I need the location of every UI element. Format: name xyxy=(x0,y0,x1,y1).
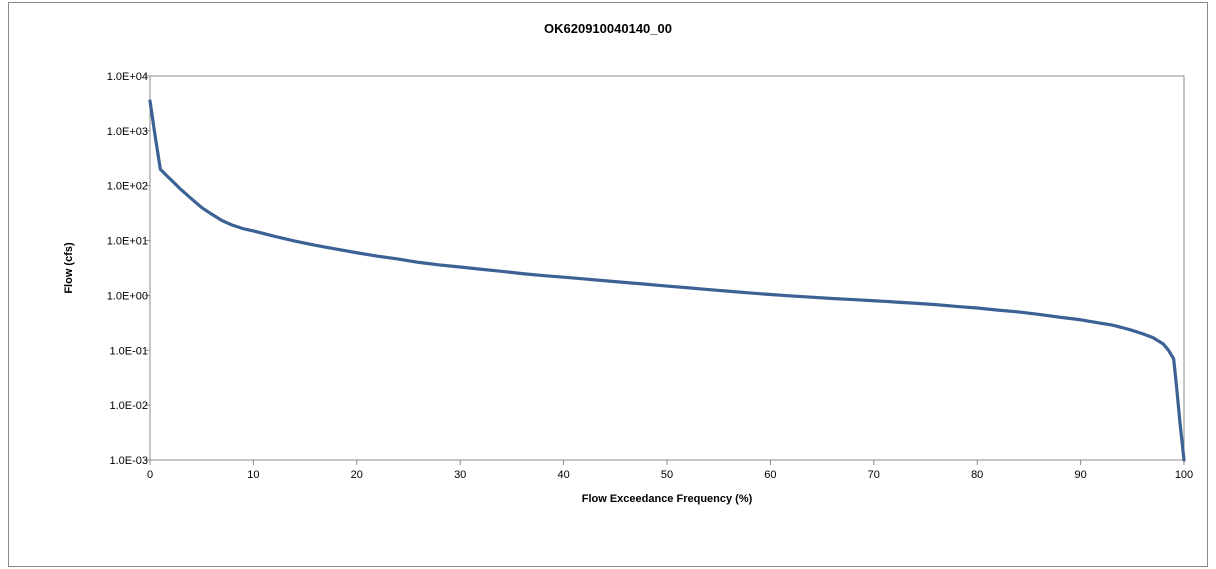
y-tick-label: 1.0E+00 xyxy=(107,290,148,302)
x-tick-label: 0 xyxy=(147,469,153,481)
x-tick-label: 70 xyxy=(868,469,880,481)
x-tick-label: 60 xyxy=(764,469,776,481)
x-tick-label: 100 xyxy=(1175,469,1193,481)
chart-title: OK620910040140_00 xyxy=(544,21,672,36)
y-tick-label: 1.0E+01 xyxy=(107,236,148,248)
y-tick-label: 1.0E-02 xyxy=(109,400,148,412)
x-tick-label: 50 xyxy=(661,469,673,481)
y-tick-label: 1.0E-01 xyxy=(109,345,148,357)
x-tick-label: 20 xyxy=(351,469,363,481)
y-tick-label: 1.0E-03 xyxy=(109,455,148,467)
x-tick-label: 40 xyxy=(557,469,569,481)
x-tick-label: 90 xyxy=(1074,469,1086,481)
axis-tick-labels: 1.0E-03 1.0E-02 1.0E-01 1.0E+00 1.0E+01 1.0E+… xyxy=(107,71,1193,481)
x-tick-label: 30 xyxy=(454,469,466,481)
plot-area xyxy=(149,75,1185,461)
x-tick-label: 10 xyxy=(247,469,259,481)
flow-duration-line xyxy=(148,99,1186,462)
y-tick-label: 1.0E+02 xyxy=(107,181,148,193)
x-tick-label: 80 xyxy=(971,469,983,481)
y-tick-label: 1.0E+03 xyxy=(107,126,148,138)
axis-ticks xyxy=(145,75,1185,465)
y-tick-label: 1.0E+04 xyxy=(107,71,148,83)
y-axis-title: Flow (cfs) xyxy=(63,242,75,294)
x-axis-title: Flow Exceedance Frequency (%) xyxy=(582,493,753,505)
